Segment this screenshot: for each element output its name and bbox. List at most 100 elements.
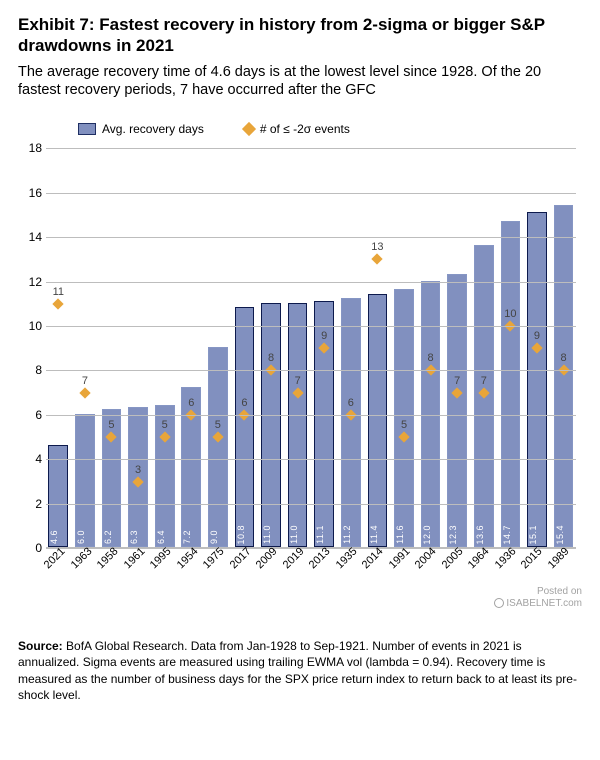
bar: 15.1 [527, 212, 547, 548]
bar-slot: 14.7 10 [498, 148, 523, 547]
diamond-label: 6 [241, 397, 247, 409]
chart-subtitle: The average recovery time of 4.6 days is… [18, 63, 582, 101]
bar-value-label: 11.1 [315, 525, 333, 544]
source-label: Source: [18, 639, 63, 653]
legend-diamond-label: # of ≤ -2σ events [260, 122, 350, 136]
bar-slot: 7.26 [179, 148, 204, 547]
diamond-label: 8 [428, 352, 434, 364]
bar: 11.0 [261, 303, 281, 547]
gridline [46, 148, 576, 149]
watermark-line1: Posted on [494, 586, 582, 598]
gridline [46, 504, 576, 505]
globe-icon [494, 598, 504, 608]
bar-slot: 11.26 [339, 148, 364, 547]
bar-value-label: 4.6 [49, 530, 67, 544]
chart-area: Avg. recovery days # of ≤ -2σ events 024… [18, 118, 578, 588]
diamond-label: 9 [321, 330, 327, 342]
bar-value-label: 15.1 [528, 525, 546, 545]
diamond-label: 13 [371, 241, 383, 253]
bar-value-label: 11.0 [289, 525, 307, 544]
watermark: Posted on ISABELNET.com [494, 586, 582, 610]
gridline [46, 282, 576, 283]
diamond-label: 7 [82, 375, 88, 387]
y-tick-label: 18 [24, 141, 42, 155]
bar: 10.8 [235, 307, 255, 547]
plot-region: 4.6116.076.256.336.457.269.0510.8611.081… [46, 148, 576, 548]
bar: 11.0 [288, 303, 308, 547]
bar-value-label: 6.2 [103, 530, 121, 544]
bar-slot: 11.4 13 [365, 148, 390, 547]
diamond-label: 11 [53, 286, 64, 298]
bar-value-label: 11.2 [342, 525, 360, 544]
diamond-label: 7 [295, 375, 301, 387]
bar-value-label: 12.0 [422, 525, 440, 545]
y-tick-label: 6 [24, 408, 42, 422]
bar-value-label: 12.3 [448, 525, 466, 545]
bar-slot: 6.25 [99, 148, 124, 547]
diamond-label: 7 [481, 375, 487, 387]
legend-diamond: # of ≤ -2σ events [244, 122, 350, 136]
chart-title: Exhibit 7: Fastest recovery in history f… [18, 14, 582, 57]
gridline [46, 326, 576, 327]
x-axis-labels: 2021196319581961199519541975201720092019… [46, 550, 576, 562]
gridline [46, 370, 576, 371]
diamond-label: 6 [188, 397, 194, 409]
bar-slot: 10.86 [232, 148, 257, 547]
legend-bar: Avg. recovery days [78, 122, 204, 136]
gridline [46, 237, 576, 238]
y-tick-label: 12 [24, 275, 42, 289]
bar-value-label: 9.0 [209, 530, 227, 544]
bar-slot: 11.65 [392, 148, 417, 547]
gridline [46, 459, 576, 460]
diamond-label: 10 [504, 308, 516, 320]
diamond-label: 8 [268, 352, 274, 364]
diamond-label: 5 [401, 419, 407, 431]
bar-slot: 12.08 [418, 148, 443, 547]
diamond-marker [53, 298, 64, 309]
bar-slot: 15.19 [525, 148, 550, 547]
bar: 11.4 [368, 294, 388, 547]
bar-value-label: 13.6 [475, 525, 493, 545]
diamond-label: 9 [534, 330, 540, 342]
diamond-marker [372, 254, 383, 265]
bar-value-label: 10.8 [236, 525, 254, 545]
source-text: BofA Global Research. Data from Jan-1928… [18, 639, 577, 702]
diamond-swatch-icon [242, 122, 256, 136]
gridline [46, 548, 576, 549]
bar: 9.0 [208, 347, 228, 547]
bar-value-label: 11.4 [369, 525, 387, 544]
y-tick-label: 0 [24, 541, 42, 555]
bar-slot: 6.33 [126, 148, 151, 547]
bar-value-label: 14.7 [502, 525, 520, 545]
bar: 6.0 [75, 414, 95, 547]
bar-value-label: 6.4 [156, 530, 174, 544]
bar-value-label: 6.3 [129, 530, 147, 544]
y-tick-label: 2 [24, 497, 42, 511]
gridline [46, 415, 576, 416]
legend: Avg. recovery days # of ≤ -2σ events [78, 122, 350, 136]
bar-slot: 9.05 [206, 148, 231, 547]
bar-slot: 11.07 [285, 148, 310, 547]
bar-slot: 4.6 11 [46, 148, 71, 547]
bar-value-label: 7.2 [182, 530, 200, 544]
watermark-line2: ISABELNET.com [494, 598, 582, 610]
bars-container: 4.6116.076.256.336.457.269.0510.8611.081… [46, 148, 576, 547]
diamond-label: 5 [215, 419, 221, 431]
bar-slot: 11.19 [312, 148, 337, 547]
bar-slot: 13.67 [472, 148, 497, 547]
diamond-label: 5 [162, 419, 168, 431]
diamond-label: 6 [348, 397, 354, 409]
bar: 14.7 [501, 221, 521, 548]
bar: 11.2 [341, 298, 361, 547]
bar-slot: 12.37 [445, 148, 470, 547]
y-tick-label: 14 [24, 230, 42, 244]
bar-value-label: 11.0 [262, 525, 280, 544]
gridline [46, 193, 576, 194]
bar-slot: 11.08 [259, 148, 284, 547]
diamond-label: 8 [561, 352, 567, 364]
diamond-label: 7 [454, 375, 460, 387]
y-tick-label: 8 [24, 363, 42, 377]
bar-value-label: 15.4 [555, 525, 573, 545]
y-tick-label: 10 [24, 319, 42, 333]
bar-slot: 15.48 [551, 148, 576, 547]
